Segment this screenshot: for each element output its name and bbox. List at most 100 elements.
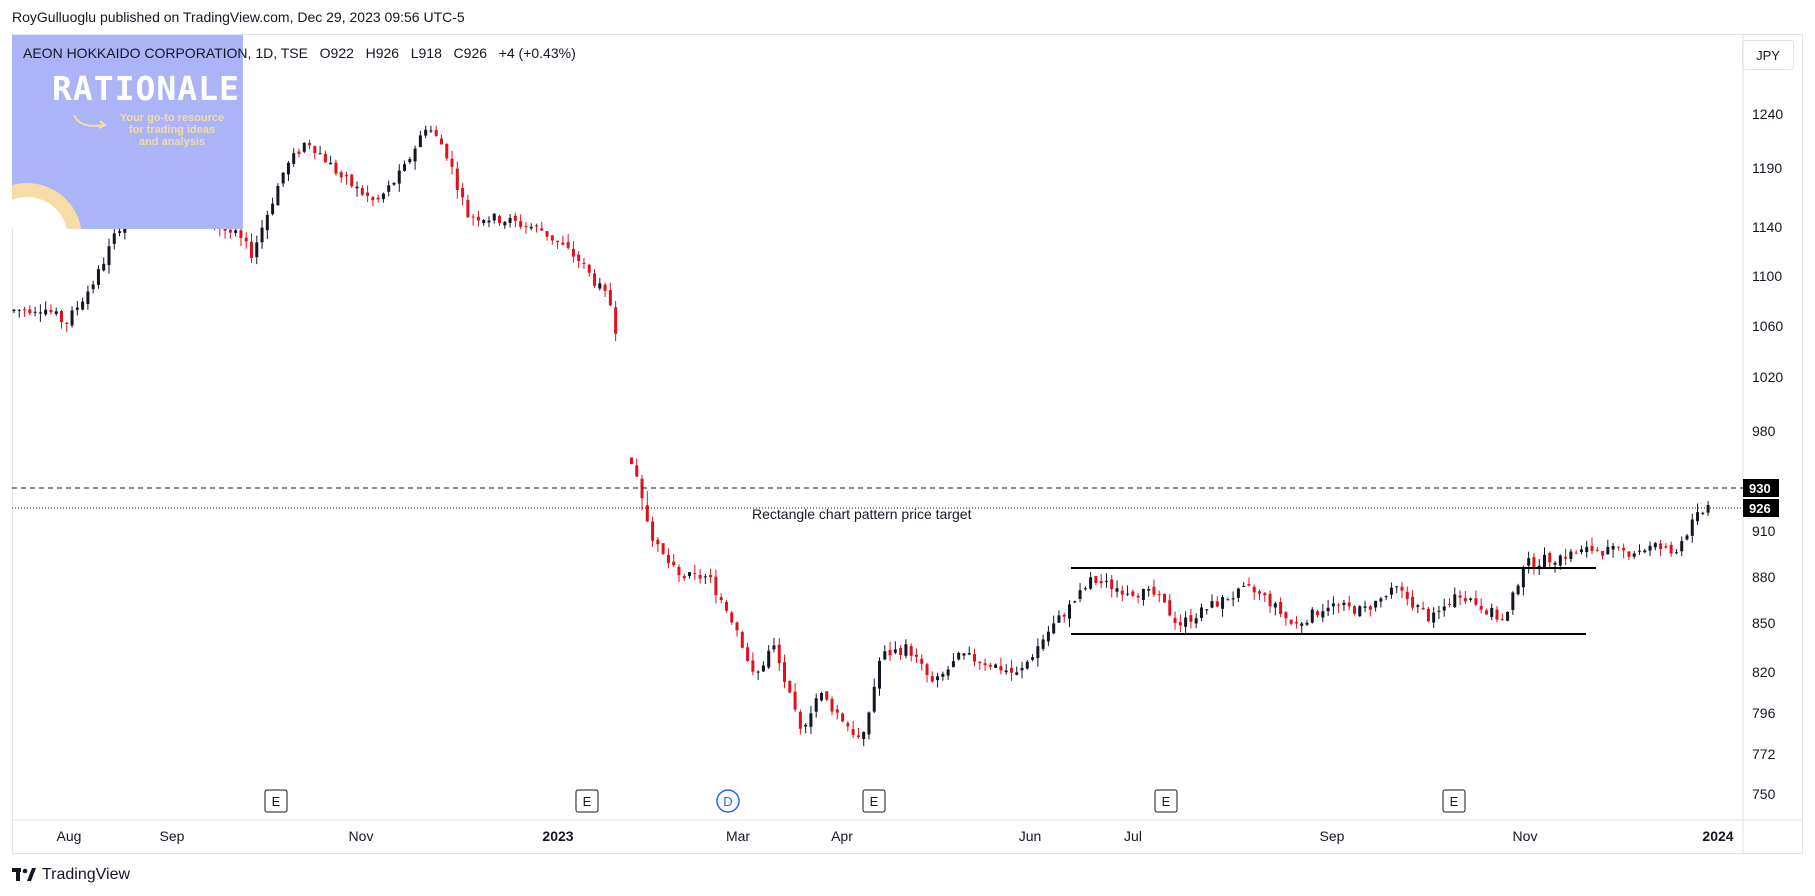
candle-body <box>1157 594 1161 596</box>
candle-body <box>1294 622 1298 624</box>
candle-body <box>44 309 48 315</box>
time-tick-label: Nov <box>349 828 374 844</box>
candle-body <box>656 539 660 545</box>
candle-body <box>492 213 496 221</box>
candle-body <box>498 216 502 224</box>
candle-body <box>1025 661 1029 669</box>
candle-body <box>788 680 792 693</box>
candle-body <box>1353 606 1357 614</box>
candle-body <box>909 646 913 656</box>
candle-body <box>793 691 797 710</box>
candle-body <box>17 309 21 311</box>
candle-body <box>851 729 855 735</box>
candle-body <box>566 242 570 248</box>
candle-body <box>281 172 285 184</box>
sun-logo-icon <box>12 183 82 229</box>
earnings-marker[interactable] <box>1154 789 1178 813</box>
candle-body <box>28 309 32 314</box>
legend-symbol[interactable]: AEON HOKKAIDO CORPORATION, 1D, TSE <box>23 45 308 61</box>
candle-body <box>339 172 343 178</box>
candle-body <box>1258 591 1262 594</box>
candle-body <box>693 573 697 575</box>
candle-body <box>302 142 306 152</box>
candle-body <box>234 230 238 233</box>
candle-body <box>1379 598 1383 602</box>
time-tick-label: Jun <box>1019 828 1042 844</box>
footer-brand[interactable]: TradingView <box>12 866 130 884</box>
candle-body <box>313 146 317 154</box>
earnings-marker[interactable] <box>575 789 599 813</box>
candle-body <box>1184 617 1188 627</box>
price-axis[interactable]: 1240 1190 1140 1100 1060 1020 980 910 880 850 820 7… <box>1752 106 1783 802</box>
candle-body <box>1463 598 1467 602</box>
candle-body <box>1110 579 1114 590</box>
time-axis[interactable]: Aug Sep Nov 2023 Mar Apr Jun Jul Sep Nov 2024 <box>57 828 1734 844</box>
earnings-marker[interactable] <box>264 789 288 813</box>
candle-body <box>1099 581 1103 584</box>
currency-button[interactable]: JPY <box>1742 40 1794 70</box>
candle-body <box>561 242 565 245</box>
candle-body <box>1532 557 1536 568</box>
candle-body <box>1659 543 1663 549</box>
candle-body <box>1469 598 1473 600</box>
candle-body <box>983 663 987 666</box>
candle-body <box>1236 588 1240 598</box>
candle-body <box>534 225 538 227</box>
earnings-marker-label: E <box>272 794 281 809</box>
candle-body <box>1031 657 1035 660</box>
candle-body <box>487 220 491 223</box>
candle-body <box>777 644 781 664</box>
candle-body <box>1263 592 1267 596</box>
candle-body <box>1247 584 1251 586</box>
candle-body <box>1205 609 1209 611</box>
candle-body <box>1664 546 1668 548</box>
candle-body <box>994 664 998 668</box>
candle-body <box>1706 505 1710 513</box>
candle-body <box>988 664 992 667</box>
time-tick-label: Sep <box>1320 828 1345 844</box>
candle-body <box>941 673 945 677</box>
candle-body <box>1696 512 1700 522</box>
candle-body <box>350 174 354 187</box>
candle-body <box>1347 602 1351 607</box>
candle-body <box>1416 605 1420 607</box>
candle-body <box>1252 586 1256 593</box>
candle-body <box>614 307 618 334</box>
candle-body <box>756 671 760 673</box>
candle-body <box>888 649 892 656</box>
earnings-marker[interactable] <box>862 789 886 813</box>
candle-body <box>1242 585 1246 587</box>
candle-body <box>1453 594 1457 608</box>
candle-body <box>1585 546 1589 553</box>
candle-body <box>719 597 723 601</box>
candle-body <box>118 231 122 233</box>
candle-body <box>1194 618 1198 624</box>
candle-body <box>112 233 116 244</box>
candle-body <box>12 309 16 312</box>
candle-body <box>1432 612 1436 623</box>
candle-body <box>688 572 692 576</box>
candle-body <box>366 192 370 196</box>
earnings-marker[interactable] <box>1442 789 1466 813</box>
candle-body <box>1078 590 1082 599</box>
candle-body <box>1590 545 1594 551</box>
price-level-box <box>1743 479 1779 497</box>
price-tick-label: 820 <box>1752 664 1776 680</box>
candle-body <box>1495 609 1499 620</box>
candle-body <box>1316 611 1320 616</box>
chart-frame[interactable] <box>12 34 1803 854</box>
candle-body <box>1015 672 1019 675</box>
candle-body <box>1527 558 1531 566</box>
candle-body <box>81 301 85 310</box>
dividend-marker[interactable] <box>716 789 740 813</box>
target-annotation: Rectangle chart pattern price target <box>752 506 972 522</box>
candle-body <box>1411 596 1415 608</box>
candle-body <box>1484 610 1488 615</box>
price-tick-label: 1240 <box>1752 106 1783 122</box>
candle-body <box>703 576 707 578</box>
candle-body <box>1395 586 1399 588</box>
earnings-marker-label: E <box>583 794 592 809</box>
candle-body <box>1405 591 1409 599</box>
